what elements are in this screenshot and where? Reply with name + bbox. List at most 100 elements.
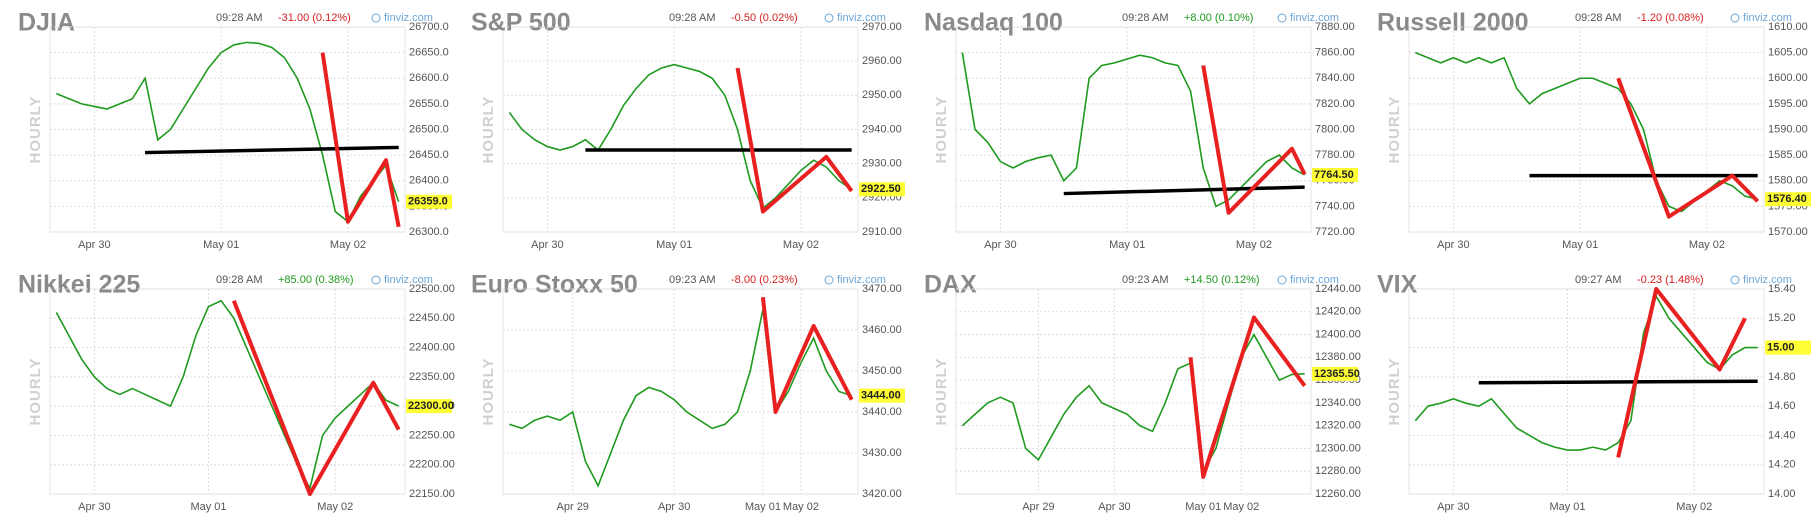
y-tick-label: 12260.00 xyxy=(1315,488,1361,500)
y-tick-label: 2930.00 xyxy=(862,158,902,170)
y-tick-label: 1570.00 xyxy=(1768,226,1808,238)
last-price-box xyxy=(1765,340,1811,355)
source-icon xyxy=(1277,275,1287,285)
price-line xyxy=(508,63,853,210)
y-tick-label: 12440.00 xyxy=(1315,283,1361,295)
price-change: -1.20 (0.08%) xyxy=(1637,12,1704,24)
y-tick-label: 1595.00 xyxy=(1768,98,1808,110)
update-time: 09:28 AM xyxy=(1122,12,1168,24)
y-tick-label: 7840.00 xyxy=(1315,72,1355,84)
y-tick-label: 1590.00 xyxy=(1768,123,1808,135)
last-price-box xyxy=(406,194,452,209)
trend-line xyxy=(735,67,854,214)
source-icon xyxy=(371,275,381,285)
x-tick-label: May 01 xyxy=(1109,239,1145,251)
x-tick-label: May 01 xyxy=(1549,501,1585,513)
x-tick-label: Apr 30 xyxy=(1098,501,1130,513)
last-price-box xyxy=(1312,366,1358,381)
source: finviz.com xyxy=(837,12,886,24)
update-time: 09:28 AM xyxy=(216,274,262,286)
chart-panel: DAX 09:23 AM +14.50 (0.12%) finviz.com HOURL… xyxy=(924,271,1361,513)
last-price: 2922.50 xyxy=(861,183,901,195)
trend-line xyxy=(1478,379,1758,385)
price-change: -0.50 (0.02%) xyxy=(731,12,798,24)
axis-label: HOURLY xyxy=(480,96,497,164)
chart-title: DJIA xyxy=(18,9,75,37)
y-tick-label: 1580.00 xyxy=(1768,175,1808,187)
y-tick-label: 7820.00 xyxy=(1315,98,1355,110)
y-tick-label: 26700.0 xyxy=(409,21,449,33)
y-tick-label: 3430.00 xyxy=(862,447,902,459)
source: finviz.com xyxy=(1290,274,1339,286)
trend-line xyxy=(1616,77,1760,219)
chart-panel: Nasdaq 100 09:28 AM +8.00 (0.10%) finviz.co… xyxy=(924,9,1358,251)
source-icon xyxy=(1277,13,1287,23)
y-tick-label: 14.20 xyxy=(1768,459,1796,471)
y-tick-label: 26300.0 xyxy=(409,226,449,238)
chart-panel: Nikkei 225 09:28 AM +85.00 (0.38%) finviz.c… xyxy=(18,271,455,513)
chart-title: VIX xyxy=(1377,271,1418,299)
chart-title: S&P 500 xyxy=(471,9,571,37)
chart-title: Nikkei 225 xyxy=(18,271,140,299)
x-tick-label: May 02 xyxy=(1676,501,1712,513)
price-line xyxy=(961,332,1305,474)
source-icon xyxy=(824,275,834,285)
y-tick-label: 26550.0 xyxy=(409,98,449,110)
x-tick-label: May 01 xyxy=(203,239,239,251)
update-time: 09:27 AM xyxy=(1575,274,1621,286)
y-tick-label: 12320.00 xyxy=(1315,420,1361,432)
update-time: 09:28 AM xyxy=(669,12,715,24)
plot-frame xyxy=(502,288,859,495)
x-tick-label: Apr 30 xyxy=(78,239,110,251)
x-tick-label: Apr 29 xyxy=(1022,501,1054,513)
y-tick-label: 15.40 xyxy=(1768,283,1796,295)
trend-line xyxy=(1201,65,1307,215)
last-price: 26359.0 xyxy=(408,196,448,208)
axis-label: HOURLY xyxy=(1386,96,1403,164)
chart-title: Euro Stoxx 50 xyxy=(471,271,638,299)
source: finviz.com xyxy=(1290,12,1339,24)
axis-label: HOURLY xyxy=(1386,358,1403,426)
x-tick-label: May 02 xyxy=(330,239,366,251)
price-line xyxy=(56,41,400,224)
x-tick-label: May 02 xyxy=(1223,501,1259,513)
last-price-box xyxy=(1312,167,1358,182)
x-tick-label: May 02 xyxy=(783,239,819,251)
x-tick-label: Apr 30 xyxy=(984,239,1016,251)
x-tick-label: Apr 30 xyxy=(1437,501,1469,513)
price-line xyxy=(55,299,399,491)
last-price-box xyxy=(859,388,905,403)
y-tick-label: 26650.0 xyxy=(409,47,449,59)
x-tick-label: May 02 xyxy=(317,501,353,513)
chart-panel: S&P 500 09:28 AM -0.50 (0.02%) finviz.com HO… xyxy=(471,9,905,251)
y-tick-label: 22250.00 xyxy=(409,429,455,441)
x-tick-label: Apr 29 xyxy=(557,501,589,513)
source: finviz.com xyxy=(837,274,886,286)
y-tick-label: 3460.00 xyxy=(862,324,902,336)
y-tick-label: 7860.00 xyxy=(1315,47,1355,59)
y-tick-label: 26400.0 xyxy=(409,175,449,187)
trend-line xyxy=(1188,315,1307,479)
plot-frame xyxy=(49,288,406,495)
x-tick-label: Apr 30 xyxy=(658,501,690,513)
source-icon xyxy=(824,13,834,23)
last-price-box xyxy=(1765,192,1811,207)
y-tick-label: 7780.00 xyxy=(1315,149,1355,161)
y-tick-label: 7720.00 xyxy=(1315,226,1355,238)
last-price: 7764.50 xyxy=(1314,169,1354,181)
y-tick-label: 2940.00 xyxy=(862,123,902,135)
axis-label: HOURLY xyxy=(933,358,950,426)
y-tick-label: 7880.00 xyxy=(1315,21,1355,33)
y-tick-label: 2970.00 xyxy=(862,21,902,33)
y-tick-label: 22500.00 xyxy=(409,283,455,295)
price-change: +14.50 (0.12%) xyxy=(1184,274,1260,286)
source-icon xyxy=(1730,13,1740,23)
chart-panel: VIX 09:27 AM -0.23 (1.48%) finviz.com HOURLY… xyxy=(1377,271,1811,513)
y-tick-label: 26600.0 xyxy=(409,72,449,84)
axis-label: HOURLY xyxy=(933,96,950,164)
y-tick-label: 12400.00 xyxy=(1315,328,1361,340)
y-tick-label: 1600.00 xyxy=(1768,72,1808,84)
source: finviz.com xyxy=(1743,274,1792,286)
x-tick-label: Apr 30 xyxy=(1437,239,1469,251)
